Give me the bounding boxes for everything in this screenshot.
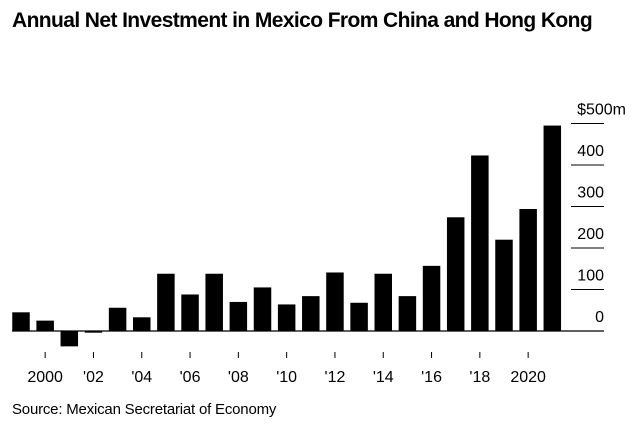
bar-2003 [108,307,127,331]
gridlines [571,123,604,290]
y-tick-label: $500m [577,102,626,119]
source-note: Source: Mexican Secretariat of Economy [12,401,277,418]
bar-2002 [84,331,103,333]
bar-2010 [277,304,296,331]
x-axis: 2000 '02 '04 '06 '08 '10 '12 '14 '16 '18 2020 [27,352,546,386]
bar-2016 [422,265,441,331]
x-tick-label: '06 [180,369,201,386]
bar-2008 [229,301,248,331]
bar-2011 [302,296,320,331]
x-tick-label: '08 [228,369,249,386]
bar-2015 [398,296,417,331]
x-tick-label: '18 [469,369,490,386]
bar-1999 [12,312,30,331]
bar-2001 [60,331,79,347]
bar-2005 [157,273,175,331]
bar-2007 [205,273,223,331]
bar-2013 [350,302,368,331]
bars [12,125,562,347]
x-tick-label: '14 [373,369,394,386]
x-tick-label: 2020 [510,369,546,386]
x-tick-label: '04 [131,369,152,386]
y-tick-label: 200 [577,226,604,243]
x-tick-label: '02 [83,369,104,386]
bar-2021 [543,125,562,331]
x-tick-label: '12 [325,369,346,386]
y-tick-label: 300 [577,185,604,202]
x-tick-label: '16 [421,369,442,386]
bar-2017 [446,217,465,331]
bar-2006 [181,294,199,331]
bar-2000 [36,320,54,331]
bar-2004 [133,317,151,331]
y-tick-label: 100 [577,268,604,285]
y-tick-label: 400 [577,143,604,160]
bar-2020 [519,208,537,331]
y-tick-label: 0 [595,309,604,326]
bar-2019 [495,239,513,331]
bar-2009 [253,287,272,331]
bar-2018 [471,155,489,331]
x-tick-label: '10 [276,369,297,386]
y-axis: 0 100 200 300 400 $500m [577,102,626,327]
chart-title: Annual Net Investment in Mexico From Chi… [12,9,593,32]
bar-2014 [374,273,392,331]
bar-2012 [326,272,344,331]
x-tick-label: 2000 [27,369,63,386]
